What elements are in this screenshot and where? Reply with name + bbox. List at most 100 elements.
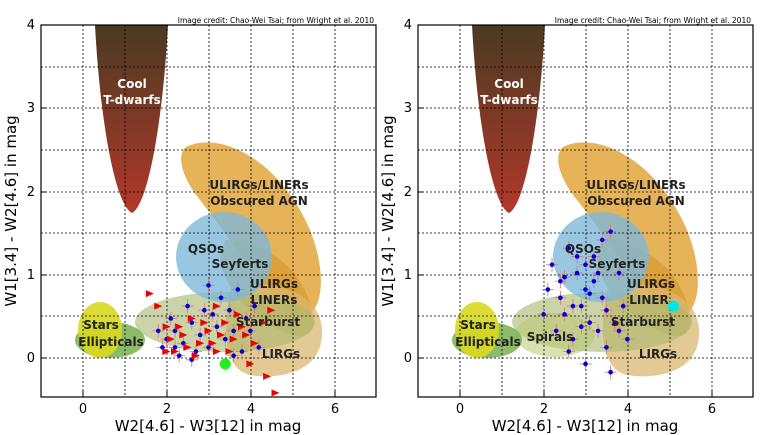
upper-limit-arrow bbox=[145, 290, 154, 298]
upper-limit-arrow bbox=[212, 302, 221, 310]
label-qsos: QSOs bbox=[565, 242, 601, 256]
upper-limit-arrow bbox=[154, 302, 163, 310]
label-cool: Cool bbox=[494, 77, 523, 91]
data-point bbox=[570, 336, 576, 342]
data-point bbox=[570, 303, 576, 309]
data-point bbox=[553, 328, 559, 334]
data-point bbox=[574, 254, 580, 259]
upper-limit-arrow bbox=[166, 335, 175, 343]
x-tick-0: 0 bbox=[456, 402, 464, 417]
label-lirgs: LIRGs bbox=[639, 347, 677, 361]
data-point bbox=[616, 328, 622, 334]
data-point bbox=[558, 278, 563, 284]
upper-limit-arrow bbox=[258, 319, 267, 327]
data-point bbox=[231, 353, 236, 358]
y-tick-labels-right: 0 1 2 3 4 bbox=[404, 18, 412, 366]
y-axis-title-left: W1[3.4] - W2[4.6] in mag bbox=[2, 115, 20, 306]
label-t-dwarfs: T-dwarfs bbox=[480, 93, 537, 107]
data-point bbox=[591, 254, 597, 259]
y-tick-labels-left: 0 1 2 3 4 bbox=[27, 18, 35, 366]
x-tick-labels-right: 0 2 4 6 bbox=[456, 402, 716, 417]
data-point bbox=[172, 345, 178, 350]
label-starburst: Starburst bbox=[611, 315, 676, 329]
label-obscured-agn: Obscured AGN bbox=[587, 194, 685, 208]
data-point bbox=[176, 353, 182, 358]
data-point bbox=[562, 312, 567, 317]
upper-limit-arrow bbox=[212, 348, 221, 356]
data-point bbox=[185, 303, 190, 309]
upper-limit-arrow bbox=[204, 327, 213, 335]
chart-right: Cool T-dwarfs ULIRGs/LINERs Obscured AGN… bbox=[379, 16, 754, 435]
data-point bbox=[562, 274, 567, 280]
data-point bbox=[227, 307, 232, 313]
data-point bbox=[218, 295, 224, 301]
upper-limit-arrow bbox=[267, 306, 276, 314]
label-lirgs: LIRGs bbox=[262, 347, 300, 361]
data-point bbox=[616, 270, 622, 276]
label-seyferts: Seyferts bbox=[589, 257, 646, 271]
y-tick-3: 3 bbox=[27, 101, 35, 116]
label-seyferts: Seyferts bbox=[212, 257, 269, 271]
marks-left bbox=[145, 278, 280, 397]
data-point bbox=[620, 303, 626, 309]
upper-limit-arrow bbox=[179, 331, 188, 339]
upper-limit-arrow bbox=[238, 323, 246, 331]
upper-limit-arrow bbox=[242, 331, 251, 339]
label-spirals: Spirals bbox=[527, 330, 574, 344]
label-t-dwarfs: T-dwarfs bbox=[103, 93, 160, 107]
data-point bbox=[587, 320, 592, 325]
data-point bbox=[587, 291, 592, 296]
x-tick-6: 6 bbox=[708, 402, 716, 417]
label-liners: LINERs bbox=[251, 293, 298, 307]
y-tick-4: 4 bbox=[27, 18, 35, 33]
data-point bbox=[583, 361, 588, 367]
data-point bbox=[583, 287, 588, 292]
chart-left: Cool T-dwarfs ULIRGs/LINERs Obscured AGN… bbox=[2, 16, 377, 435]
data-point bbox=[189, 320, 195, 325]
region-spirals bbox=[515, 313, 595, 357]
label-liner: LINER bbox=[629, 293, 669, 307]
y-tick-2: 2 bbox=[404, 185, 412, 200]
data-point bbox=[248, 328, 253, 334]
upper-limit-arrow bbox=[246, 360, 255, 368]
x-tick-6: 6 bbox=[331, 402, 339, 417]
y-tick-0: 0 bbox=[27, 351, 35, 366]
data-point bbox=[206, 283, 211, 288]
data-point bbox=[239, 349, 245, 354]
data-point bbox=[231, 328, 236, 334]
label-stars: Stars bbox=[83, 318, 119, 332]
data-point bbox=[595, 270, 601, 276]
label-ulirgs-liners: ULIRGs/LINERs bbox=[209, 178, 308, 192]
x-tick-0: 0 bbox=[79, 402, 87, 417]
data-point bbox=[243, 316, 249, 321]
y-tick-4: 4 bbox=[404, 18, 412, 33]
upper-limit-arrow bbox=[271, 389, 280, 397]
data-point bbox=[222, 336, 228, 342]
upper-limit-arrow bbox=[217, 331, 226, 339]
grid-right bbox=[418, 25, 753, 397]
x-tick-4: 4 bbox=[624, 402, 632, 417]
upper-limit-arrow bbox=[225, 348, 234, 356]
label-ulirgs: ULIRGs bbox=[250, 277, 298, 291]
upper-limit-arrow bbox=[221, 319, 230, 327]
marks-right bbox=[537, 224, 679, 380]
upper-limit-arrow bbox=[196, 339, 205, 347]
data-point bbox=[155, 328, 161, 334]
data-point bbox=[579, 303, 584, 309]
data-point bbox=[210, 312, 215, 317]
x-axis-title-right: W2[4.6] - W3[12] in mag bbox=[492, 417, 679, 435]
y-tick-0: 0 bbox=[404, 351, 412, 366]
data-point bbox=[566, 349, 572, 354]
upper-limit-arrow bbox=[187, 314, 196, 322]
data-point bbox=[197, 332, 203, 338]
region-labels-left: Cool T-dwarfs ULIRGs/LINERs Obscured AGN… bbox=[78, 77, 308, 361]
label-ellipticals: Ellipticals bbox=[78, 335, 143, 349]
upper-limit-arrow bbox=[250, 339, 259, 347]
upper-limit-arrow bbox=[233, 310, 242, 318]
upper-limit-arrow bbox=[208, 339, 217, 347]
x-axis-title-left: W2[4.6] - W3[12] in mag bbox=[115, 417, 302, 435]
data-point bbox=[595, 328, 601, 334]
target-point bbox=[667, 300, 679, 312]
data-point bbox=[541, 312, 546, 317]
upper-limit-arrow bbox=[191, 352, 200, 360]
